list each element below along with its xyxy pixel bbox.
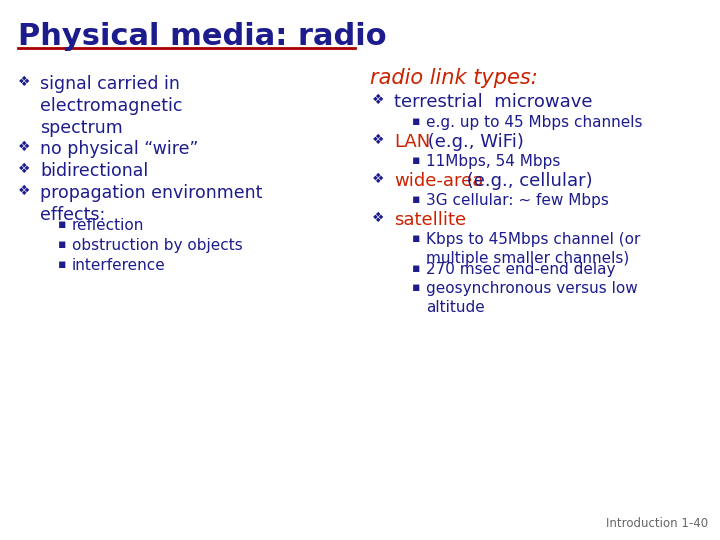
- Text: Physical media: radio: Physical media: radio: [18, 22, 387, 51]
- Text: ❖: ❖: [372, 172, 384, 186]
- Text: obstruction by objects: obstruction by objects: [72, 238, 243, 253]
- Text: ❖: ❖: [18, 184, 30, 198]
- Text: 11Mbps, 54 Mbps: 11Mbps, 54 Mbps: [426, 154, 560, 169]
- Text: ❖: ❖: [18, 140, 30, 154]
- Text: geosynchronous versus low
altitude: geosynchronous versus low altitude: [426, 281, 638, 315]
- Text: satellite: satellite: [394, 211, 466, 229]
- Text: propagation environment
effects:: propagation environment effects:: [40, 184, 262, 224]
- Text: signal carried in
electromagnetic
spectrum: signal carried in electromagnetic spectr…: [40, 75, 182, 137]
- Text: no physical “wire”: no physical “wire”: [40, 140, 199, 158]
- Text: terrestrial  microwave: terrestrial microwave: [394, 93, 593, 111]
- Text: (e.g., cellular): (e.g., cellular): [461, 172, 593, 190]
- Text: e.g. up to 45 Mbps channels: e.g. up to 45 Mbps channels: [426, 115, 642, 130]
- Text: ▪: ▪: [58, 218, 66, 231]
- Text: Kbps to 45Mbps channel (or
multiple smaller channels): Kbps to 45Mbps channel (or multiple smal…: [426, 232, 640, 266]
- Text: ▪: ▪: [412, 154, 420, 167]
- Text: ▪: ▪: [412, 193, 420, 206]
- Text: reflection: reflection: [72, 218, 145, 233]
- Text: interference: interference: [72, 258, 166, 273]
- Text: bidirectional: bidirectional: [40, 162, 148, 180]
- Text: ▪: ▪: [58, 258, 66, 271]
- Text: wide-area: wide-area: [394, 172, 483, 190]
- Text: ▪: ▪: [412, 232, 420, 245]
- Text: radio link types:: radio link types:: [370, 68, 538, 88]
- Text: ▪: ▪: [412, 281, 420, 294]
- Text: 270 msec end-end delay: 270 msec end-end delay: [426, 262, 616, 277]
- Text: ❖: ❖: [18, 75, 30, 89]
- Text: 3G cellular: ~ few Mbps: 3G cellular: ~ few Mbps: [426, 193, 609, 208]
- Text: ▪: ▪: [412, 115, 420, 128]
- Text: ❖: ❖: [372, 93, 384, 107]
- Text: Introduction 1-40: Introduction 1-40: [606, 517, 708, 530]
- Text: ❖: ❖: [18, 162, 30, 176]
- Text: ▪: ▪: [58, 238, 66, 251]
- Text: LAN: LAN: [394, 133, 431, 151]
- Text: ❖: ❖: [372, 211, 384, 225]
- Text: ▪: ▪: [412, 262, 420, 275]
- Text: ❖: ❖: [372, 133, 384, 147]
- Text: (e.g., WiFi): (e.g., WiFi): [422, 133, 524, 151]
